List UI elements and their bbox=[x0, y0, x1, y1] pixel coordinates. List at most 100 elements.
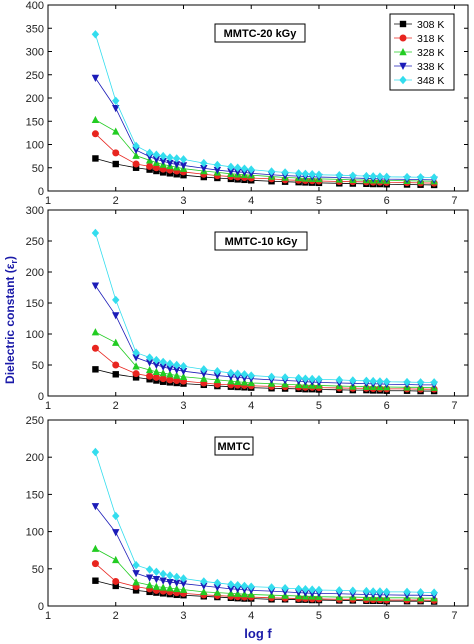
data-point bbox=[416, 378, 425, 387]
y-tick-label: 100 bbox=[26, 140, 44, 152]
data-point bbox=[416, 173, 425, 182]
data-point bbox=[173, 579, 181, 587]
data-point bbox=[91, 115, 100, 124]
data-point bbox=[132, 354, 140, 362]
data-point bbox=[213, 166, 222, 175]
y-tick-label: 150 bbox=[26, 116, 44, 128]
data-point bbox=[112, 555, 120, 564]
data-point bbox=[233, 168, 242, 176]
y-tick-label: 300 bbox=[26, 47, 44, 59]
chart-panel: 1 2 3 4 5 6 7 0 50 100 150 200 250 300 MMTC-10 kGy bbox=[26, 205, 469, 412]
data-point bbox=[247, 582, 255, 591]
y-tick-label: 50 bbox=[32, 163, 44, 175]
data-point bbox=[233, 580, 242, 590]
data-point bbox=[132, 374, 140, 381]
data-point bbox=[91, 503, 100, 511]
data-point bbox=[369, 376, 377, 386]
data-point bbox=[145, 365, 154, 374]
x-tick-label: 4 bbox=[248, 195, 254, 207]
data-point bbox=[112, 295, 120, 305]
data-point bbox=[349, 171, 357, 180]
data-point bbox=[112, 511, 120, 521]
data-point bbox=[166, 370, 174, 378]
data-point bbox=[376, 587, 384, 596]
data-point bbox=[369, 587, 377, 596]
y-axis-title-subscript: r bbox=[9, 260, 19, 264]
data-point bbox=[159, 375, 167, 383]
data-point bbox=[112, 577, 120, 585]
x-tick-label: 4 bbox=[248, 610, 254, 622]
data-point bbox=[247, 371, 255, 380]
x-tick-label: 1 bbox=[45, 610, 51, 622]
x-tick-label: 1 bbox=[45, 400, 51, 412]
data-point bbox=[91, 560, 99, 568]
y-tick-label: 150 bbox=[26, 298, 44, 310]
series-line bbox=[95, 506, 435, 596]
data-point bbox=[112, 361, 120, 369]
data-point bbox=[166, 578, 174, 587]
legend-entry-label: 318 K bbox=[417, 33, 444, 45]
data-point bbox=[132, 141, 140, 151]
data-point bbox=[403, 172, 411, 182]
chart-panel: 1 2 3 4 5 6 7 0 50 100 150 200 250 300 350 400 MMTC-20 k… bbox=[26, 0, 469, 207]
data-point bbox=[179, 155, 188, 164]
data-point bbox=[227, 585, 235, 593]
x-tick-label: 6 bbox=[384, 195, 390, 207]
data-point bbox=[227, 580, 235, 589]
data-point bbox=[369, 172, 377, 181]
data-point bbox=[430, 173, 438, 182]
data-point bbox=[173, 377, 181, 384]
data-point bbox=[112, 312, 120, 320]
data-point bbox=[159, 583, 167, 591]
data-point bbox=[145, 353, 154, 362]
panel-label-box bbox=[214, 231, 308, 251]
series-line bbox=[95, 133, 435, 184]
data-point bbox=[132, 348, 140, 357]
data-point bbox=[383, 587, 391, 597]
data-point bbox=[166, 365, 174, 373]
data-point bbox=[91, 344, 99, 352]
data-point bbox=[200, 587, 208, 596]
data-point bbox=[91, 30, 100, 39]
data-point bbox=[227, 168, 235, 176]
data-point bbox=[132, 370, 140, 378]
data-point bbox=[308, 374, 316, 384]
data-point bbox=[376, 377, 384, 386]
data-point bbox=[294, 584, 303, 594]
y-tick-label: 200 bbox=[26, 452, 44, 464]
data-point bbox=[173, 366, 181, 374]
data-point bbox=[132, 560, 140, 570]
legend-marker bbox=[399, 75, 407, 85]
x-tick-label: 5 bbox=[316, 610, 322, 622]
x-tick-label: 1 bbox=[45, 195, 51, 207]
data-point bbox=[430, 588, 438, 597]
data-point bbox=[132, 578, 140, 586]
data-point bbox=[200, 165, 208, 173]
legend-marker bbox=[399, 20, 407, 28]
panel-label-box bbox=[214, 23, 306, 43]
data-point bbox=[132, 160, 140, 168]
legend: 308 K 318 K 328 K 338 K 348 K bbox=[389, 13, 455, 91]
y-tick-label: 250 bbox=[26, 415, 44, 427]
series-line bbox=[95, 158, 435, 186]
data-point bbox=[308, 585, 316, 594]
data-point bbox=[112, 160, 119, 168]
data-point bbox=[213, 584, 222, 592]
data-point bbox=[315, 375, 323, 384]
data-point bbox=[152, 361, 161, 369]
data-point bbox=[240, 581, 249, 591]
data-point bbox=[173, 360, 181, 370]
data-point bbox=[315, 170, 323, 179]
data-point bbox=[159, 357, 167, 367]
data-point bbox=[132, 587, 140, 594]
series-line bbox=[95, 119, 435, 182]
data-point bbox=[152, 150, 161, 159]
data-point bbox=[159, 151, 167, 161]
data-point bbox=[179, 574, 188, 583]
x-axis-title: log f bbox=[244, 626, 272, 641]
data-point bbox=[335, 586, 343, 595]
y-tick-label: 150 bbox=[26, 489, 44, 501]
x-tick-label: 2 bbox=[113, 195, 119, 207]
data-point bbox=[179, 372, 188, 380]
